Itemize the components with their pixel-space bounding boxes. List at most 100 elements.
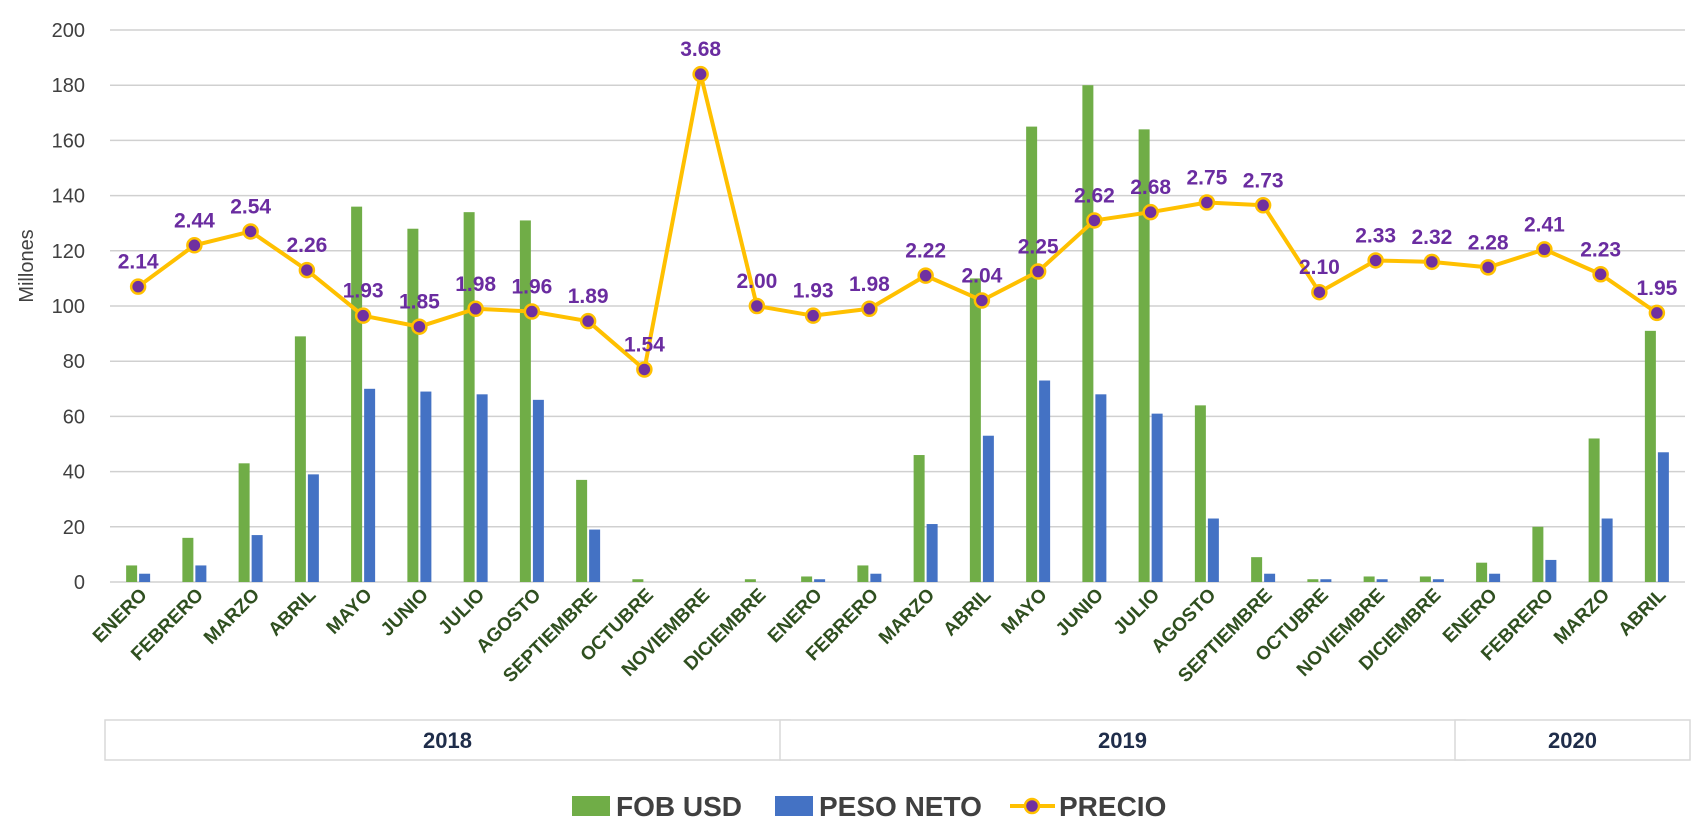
- y-axis-ticks: 0 20 40 60 80 100 120 140 160 180 200: [52, 20, 85, 594]
- peso-bar: [1320, 579, 1332, 582]
- price-data-label: 2.23: [1580, 238, 1621, 261]
- price-point: [804, 307, 822, 324]
- price-point: [1254, 197, 1272, 214]
- fob-bar: [857, 565, 869, 582]
- peso-bar: [1095, 394, 1107, 582]
- price-point: [1592, 266, 1609, 283]
- peso-bar: [814, 579, 826, 582]
- fob-bar: [1532, 526, 1544, 582]
- fob-bar: [1588, 438, 1600, 582]
- peso-bar: [1264, 573, 1276, 582]
- gridlines: [110, 29, 1685, 583]
- legend-swatch-precio-marker: [1023, 797, 1041, 815]
- month-label: MAYO: [323, 585, 377, 639]
- legend-swatch-fob: [572, 796, 610, 816]
- price-point: [1142, 203, 1159, 221]
- price-data-label: 2.44: [174, 209, 215, 232]
- peso-bar: [1376, 579, 1388, 582]
- price-point: [242, 223, 259, 240]
- fob-bar: [1476, 562, 1488, 582]
- price-data-label: 2.10: [1299, 256, 1340, 279]
- legend-label-precio: PRECIO: [1059, 791, 1166, 822]
- price-point: [411, 318, 428, 335]
- price-point: [973, 292, 991, 309]
- price-point: [917, 267, 934, 284]
- price-data-label: 2.75: [1186, 167, 1227, 190]
- fob-bar: [407, 228, 419, 582]
- price-data-label: 2.00: [736, 270, 777, 293]
- price-point: [1423, 253, 1441, 271]
- y-tick-label: 20: [63, 517, 85, 539]
- fob-bar: [519, 220, 531, 582]
- year-label: 2018: [423, 728, 472, 753]
- peso-bar: [476, 394, 488, 582]
- year-box: [1454, 719, 1691, 761]
- price-point: [1029, 263, 1047, 280]
- price-data-label: 2.25: [1018, 236, 1059, 259]
- fob-bar: [238, 463, 250, 582]
- fob-bar: [1363, 576, 1375, 582]
- y-tick-label: 40: [63, 462, 85, 484]
- price-data-label: 1.85: [399, 291, 440, 314]
- price-data-label: 2.62: [1074, 184, 1115, 207]
- month-label: MARZO: [1550, 585, 1614, 649]
- fob-bar: [126, 565, 138, 582]
- fob-bar: [1419, 576, 1431, 582]
- peso-bar: [1432, 579, 1444, 582]
- legend-label-peso: PESO NETO: [819, 791, 982, 822]
- price-point: [354, 307, 372, 324]
- y-tick-label: 100: [52, 296, 85, 318]
- price-data-label: 1.54: [624, 333, 665, 356]
- fob-bar: [1026, 126, 1038, 582]
- month-label: JULIO: [1110, 585, 1164, 639]
- month-label: JUNIO: [377, 585, 433, 641]
- year-label: 2019: [1098, 728, 1147, 753]
- price-data-label: 1.98: [849, 273, 890, 296]
- price-point: [692, 65, 709, 83]
- legend-label-fob: FOB USD: [616, 791, 742, 822]
- month-label: MARZO: [875, 585, 939, 649]
- fob-bar: [1644, 330, 1656, 582]
- price-data-label: 1.89: [568, 285, 609, 308]
- price-point: [298, 261, 316, 279]
- peso-bar: [420, 391, 432, 582]
- price-point: [861, 300, 878, 318]
- peso-bar: [1489, 573, 1501, 582]
- fob-bar: [463, 212, 475, 582]
- price-point: [1198, 194, 1216, 211]
- price-point: [1479, 259, 1497, 276]
- bars: [126, 85, 1669, 583]
- peso-bar: [589, 529, 601, 582]
- year-box: [104, 719, 791, 761]
- month-label: MAYO: [998, 585, 1052, 639]
- peso-bar: [1039, 380, 1051, 582]
- price-data-label: 2.22: [905, 240, 946, 263]
- peso-bar: [870, 573, 882, 582]
- price-data-label: 2.33: [1355, 224, 1396, 247]
- y-tick-label: 160: [52, 130, 85, 152]
- fob-bar: [294, 336, 306, 582]
- price-data-label: 1.98: [455, 273, 496, 296]
- legend: FOB USD PESO NETO PRECIO: [572, 791, 1166, 822]
- y-axis-label: Millones: [16, 229, 38, 302]
- price-point: [1086, 212, 1103, 229]
- price-data-label: 2.28: [1468, 231, 1509, 254]
- y-tick-label: 80: [63, 351, 85, 373]
- price-point: [1311, 283, 1328, 301]
- peso-bar: [139, 573, 151, 582]
- fob-bar: [1082, 85, 1094, 582]
- y-tick-label: 180: [52, 75, 85, 97]
- peso-bar: [1545, 559, 1557, 582]
- price-point: [523, 303, 541, 320]
- peso-bar: [364, 388, 376, 582]
- price-data-label: 2.04: [961, 264, 1002, 287]
- peso-bar: [1601, 518, 1613, 582]
- peso-bar: [1151, 413, 1163, 582]
- month-label: JULIO: [435, 585, 489, 639]
- peso-bar: [1657, 452, 1669, 582]
- month-label: ABRIL: [265, 584, 321, 640]
- price-point: [748, 297, 766, 315]
